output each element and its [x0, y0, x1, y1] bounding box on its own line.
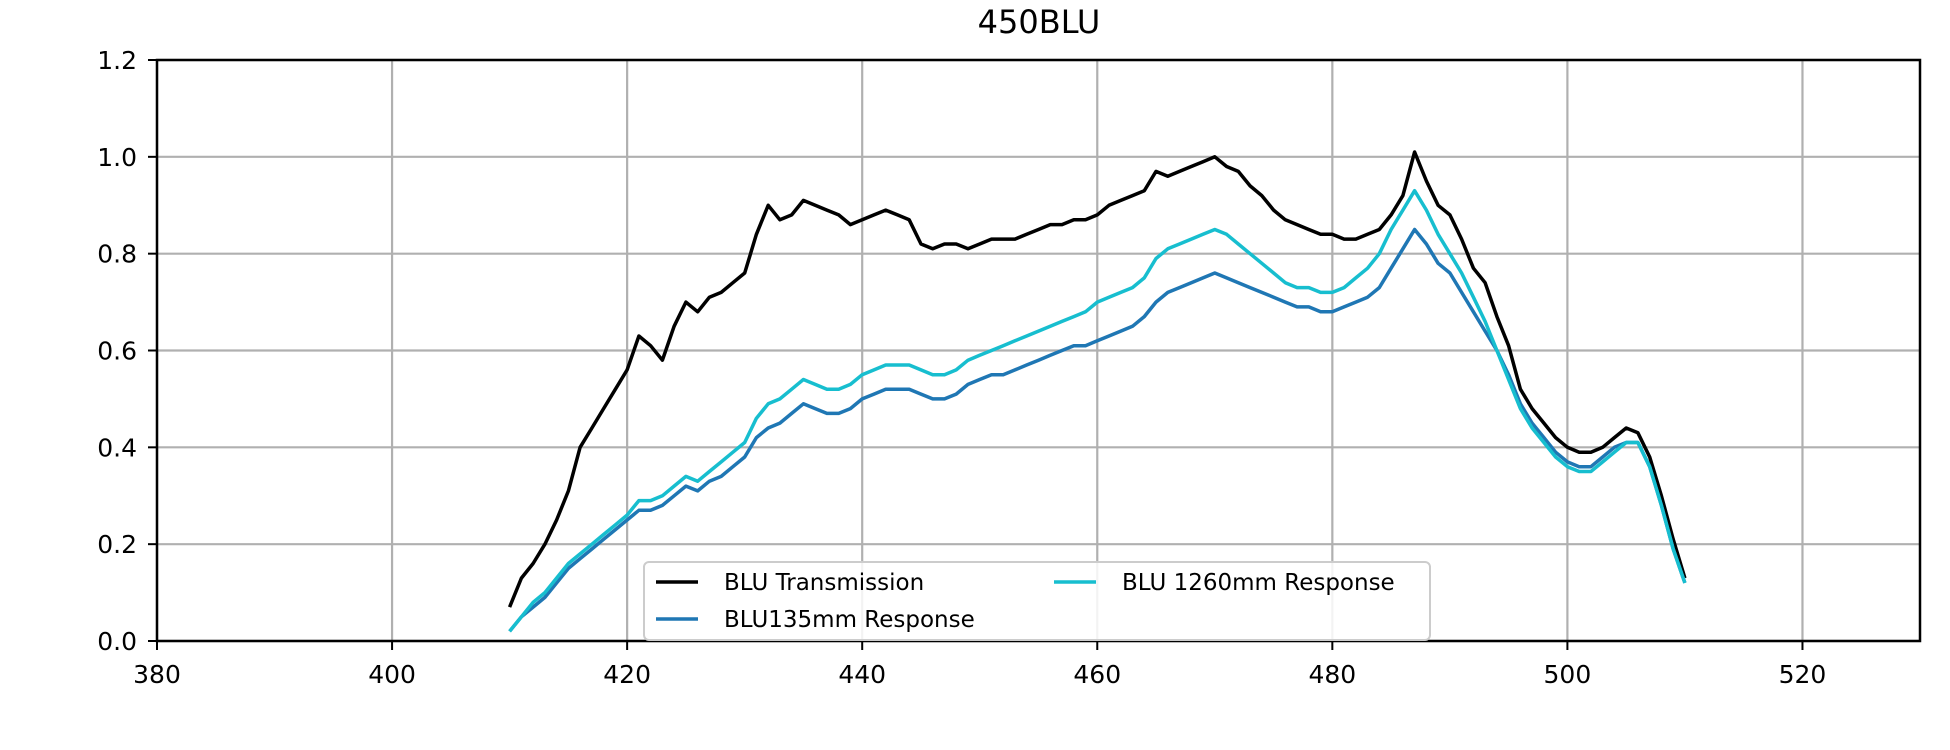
- x-tick-label: 480: [1308, 660, 1356, 689]
- y-tick-label: 0.6: [97, 337, 137, 366]
- y-tick-label: 0.2: [97, 530, 137, 559]
- chart-title: 450BLU: [978, 3, 1101, 41]
- y-tick-label: 0.4: [97, 433, 137, 462]
- y-tick-label: 1.2: [97, 46, 137, 75]
- legend-label-1: BLU Transmission: [724, 570, 924, 596]
- legend-box: [643, 561, 1431, 641]
- x-tick-label: 440: [838, 660, 886, 689]
- y-tick-label: 0.8: [97, 240, 137, 269]
- legend-label-3: BLU 1260mm Response: [1122, 570, 1395, 596]
- ticks: 380 400 420 440 460 480 500 520 0.0 0.2 0.4 0.6 0.8 1…: [97, 46, 1826, 689]
- x-tick-label: 400: [368, 660, 416, 689]
- series-line-1: [507, 150, 1687, 608]
- y-tick-label: 0.0: [97, 627, 137, 656]
- series-group: [507, 150, 1687, 633]
- x-tick-label: 380: [133, 660, 181, 689]
- x-tick-label: 500: [1544, 660, 1592, 689]
- legend-label-2: BLU135mm Response: [724, 607, 975, 633]
- x-tick-label: 460: [1073, 660, 1121, 689]
- series-line-3: [508, 188, 1687, 633]
- y-tick-label: 1.0: [97, 143, 137, 172]
- grid: [155, 58, 1920, 643]
- x-tick-label: 420: [603, 660, 651, 689]
- legend: BLU Transmission BLU135mm Response BLU 126…: [643, 561, 1431, 641]
- x-tick-label: 520: [1779, 660, 1827, 689]
- series-line-2: [508, 227, 1687, 633]
